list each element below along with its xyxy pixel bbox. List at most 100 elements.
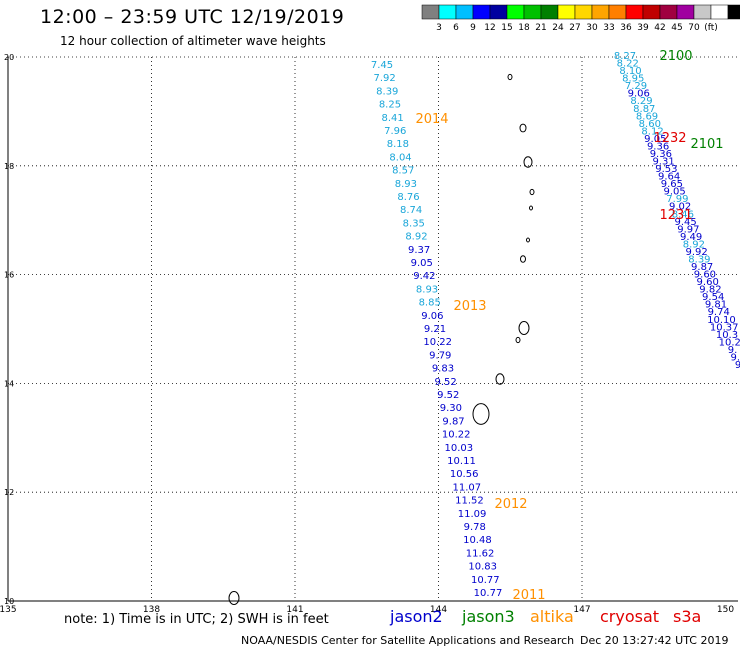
- lat-label: 16: [4, 271, 14, 280]
- swh-value: 8.85: [419, 298, 441, 309]
- swh-value: 8.57: [392, 166, 414, 177]
- swh-value: 8.27: [614, 51, 636, 62]
- swh-value: 9.45: [675, 217, 697, 228]
- colorbar-label: 45: [671, 23, 682, 33]
- swh-value: 10.77: [471, 575, 500, 586]
- swh-value: 9.79: [429, 350, 451, 361]
- track-time-label: 2014: [415, 112, 448, 127]
- colorbar-label: 30: [586, 23, 598, 33]
- swh-value: 8.35: [403, 218, 425, 229]
- swh-value: 8.29: [630, 96, 652, 107]
- swh-value: 8.93: [416, 284, 438, 295]
- lon-label: 138: [143, 605, 160, 615]
- lat-label: 12: [4, 488, 14, 497]
- colorbar-label: 42: [654, 23, 665, 33]
- island-outline: [472, 403, 490, 425]
- swh-value: 7.45: [371, 60, 393, 71]
- colorbar-label: 6: [453, 23, 459, 33]
- swh-value: 9.53: [655, 164, 677, 175]
- swh-value: 9.54: [702, 292, 724, 303]
- swh-value: 9.02: [669, 202, 691, 213]
- colorbar-label: 12: [484, 23, 495, 33]
- swh-value: 8.39: [376, 86, 398, 97]
- legend-altika: altika: [530, 607, 574, 626]
- swh-value: 8.39: [688, 254, 710, 265]
- swh-value: 8.93: [395, 179, 417, 190]
- swh-value: 9.: [728, 345, 738, 356]
- swh-value: 9.52: [437, 390, 459, 401]
- credit-text: NOAA/NESDIS Center for Satellite Applica…: [241, 634, 575, 647]
- swh-value: 9.05: [411, 258, 433, 269]
- colorbar-label: 27: [569, 23, 580, 33]
- legend-cryosat: cryosat: [600, 607, 660, 626]
- swh-value: 8.22: [617, 59, 639, 70]
- island-outline: [515, 336, 521, 344]
- swh-value: 7.96: [384, 126, 406, 137]
- track-time-label: 1232: [653, 131, 686, 146]
- colorbar-label: (ft): [704, 23, 718, 33]
- swh-value: 9.06: [421, 311, 443, 322]
- colorbar-label: 15: [501, 23, 512, 33]
- swh-value: 10.03: [445, 443, 474, 454]
- lon-label: 141: [286, 605, 303, 615]
- legend-jason3: jason3: [462, 607, 515, 626]
- swh-value: 10.3: [716, 330, 738, 341]
- colorbar-label: 3: [436, 23, 442, 33]
- swh-value: 9.: [730, 352, 740, 363]
- swh-value: 11.62: [466, 548, 495, 559]
- island-outline: [520, 255, 526, 263]
- colorbar-label: 18: [518, 23, 530, 33]
- swh-value: 9.05: [663, 187, 685, 198]
- swh-value: 9.65: [661, 179, 683, 190]
- swh-value: 8.87: [633, 104, 655, 115]
- legend-s3a: s3a: [673, 607, 702, 626]
- swh-value: 9.37: [408, 245, 430, 256]
- swh-value: 11.07: [452, 482, 481, 493]
- lat-label: 10: [4, 597, 14, 606]
- track-time-label: 2013: [453, 299, 486, 314]
- lon-label: 135: [0, 605, 17, 615]
- swh-value: 10.2: [719, 337, 740, 348]
- swh-value: 7.29: [625, 81, 647, 92]
- island-outline: [518, 321, 530, 335]
- swh-value: 10.22: [442, 430, 471, 441]
- swh-value: 9.42: [413, 271, 435, 282]
- colorbar-label: 24: [552, 23, 564, 33]
- island-outline: [507, 73, 513, 81]
- island-outline: [523, 156, 533, 168]
- swh-value: 9.30: [440, 403, 462, 414]
- swh-value: 9.64: [658, 172, 680, 183]
- lon-label: 144: [430, 605, 447, 615]
- lon-label: 150: [717, 605, 734, 615]
- swh-value: 10.22: [423, 337, 452, 348]
- swh-value: 8.46: [672, 209, 694, 220]
- island-outline: [495, 373, 505, 385]
- swh-value: 8.25: [379, 100, 401, 111]
- lat-label: 18: [4, 162, 14, 171]
- swh-value: 8.18: [387, 139, 409, 150]
- swh-value: 9.49: [680, 232, 702, 243]
- track-time-label: 1231: [659, 208, 692, 223]
- legend-jason2: jason2: [390, 607, 443, 626]
- swh-value: 9.81: [705, 300, 727, 311]
- track-time-label: 2100: [659, 49, 692, 64]
- island-outline: [529, 188, 535, 196]
- swh-value: 9.82: [699, 285, 721, 296]
- swh-value: 10.56: [450, 469, 479, 480]
- swh-value: 9.87: [691, 262, 713, 273]
- track-time-label: 2012: [494, 497, 527, 512]
- swh-value: 8.74: [400, 205, 422, 216]
- swh-value: 9.36: [647, 141, 669, 152]
- timestamp-text: Dec 20 13:27:42 UTC 2019: [580, 634, 729, 647]
- swh-value: 8.04: [389, 152, 411, 163]
- island-outline: [519, 123, 527, 133]
- swh-value: 9.60: [694, 270, 716, 281]
- island-outline: [526, 237, 530, 243]
- swh-value: 9.92: [686, 247, 708, 258]
- swh-value: 8.12: [641, 126, 663, 137]
- swh-value: 8.10: [619, 66, 641, 77]
- color-scale-bar: 3 6 9 12 15 18 21 24 27 30 33 36 39 42 45 70 (ft): [421, 4, 740, 33]
- page-subtitle: 12 hour collection of altimeter wave hei…: [60, 34, 326, 48]
- swh-value: 8.60: [639, 119, 661, 130]
